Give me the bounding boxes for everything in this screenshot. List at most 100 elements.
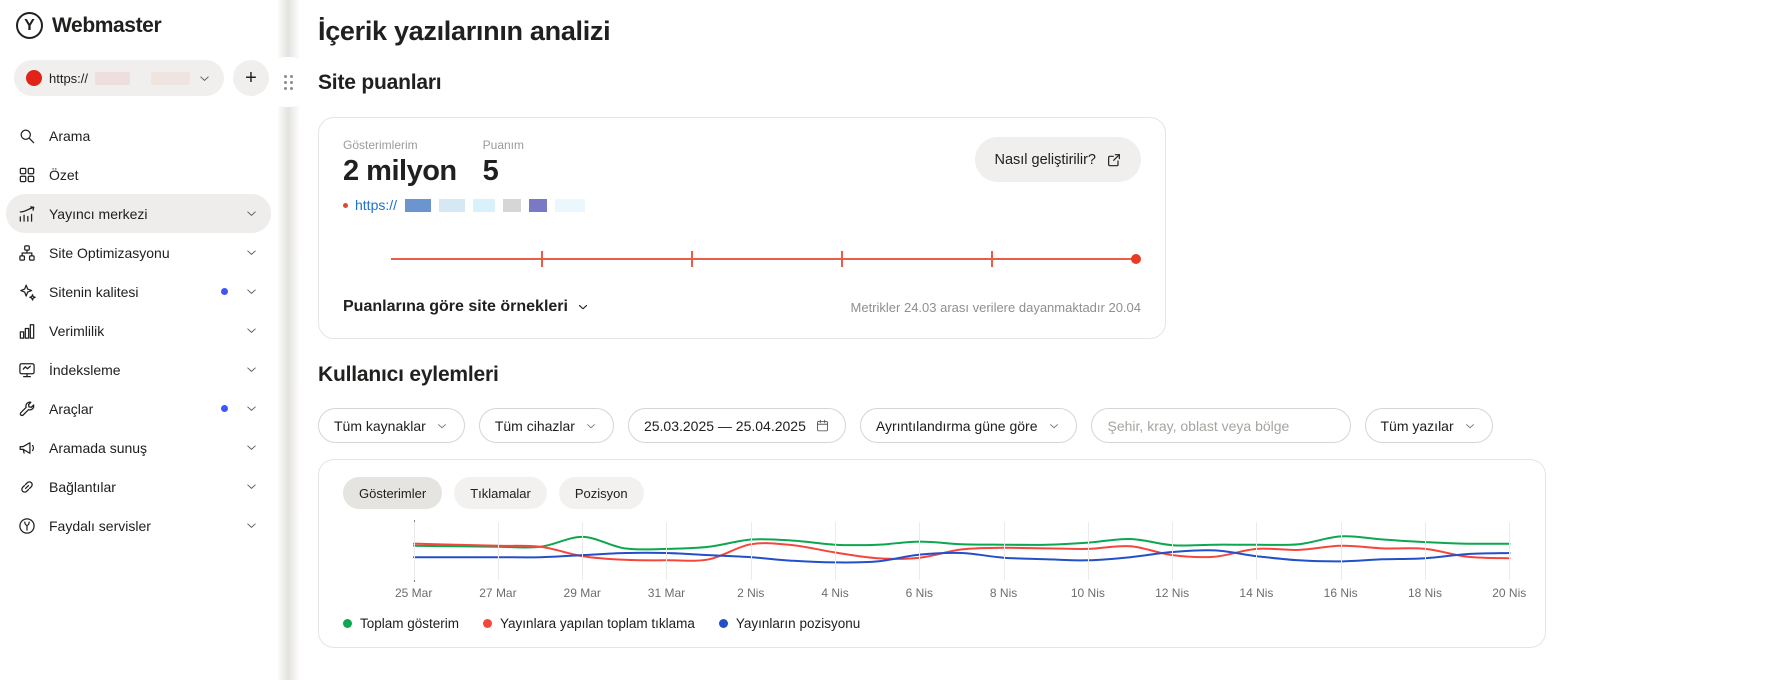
gridline [582, 522, 584, 580]
region-input[interactable] [1090, 408, 1351, 443]
bar-chart-icon [17, 321, 37, 341]
sidebar-item-label: Arama [49, 127, 91, 144]
gridline [750, 522, 752, 580]
metrics-note: Metrikler 24.03 arası verilere dayanmakt… [850, 299, 1141, 315]
sidebar-item-label: Bağlantılar [49, 478, 116, 495]
gridline [919, 522, 921, 580]
points-label: Puanım [482, 138, 525, 152]
site-selector[interactable]: https:// [14, 60, 224, 96]
sidebar-item-aramada-sunus[interactable]: Aramada sunuş [6, 428, 271, 467]
x-axis-label: 10 Nis [1070, 586, 1105, 600]
points-value: 5 [482, 155, 499, 187]
legend-item[interactable]: Yayınların pozisyonu [718, 616, 861, 631]
gridline [413, 522, 415, 580]
main-content: İçerik yazılarının analizi Site puanları… [300, 0, 1787, 680]
x-axis-label: 8 Nis [989, 586, 1018, 600]
calendar-icon [816, 419, 828, 432]
series-line [414, 543, 1510, 561]
score-scale-marker [1131, 254, 1141, 264]
tab-tıklamalar[interactable]: Tıklamalar [454, 477, 547, 509]
filter-row: Tüm kaynaklar Tüm cihazlar 25.03.2025 — … [318, 408, 1787, 443]
grid-icon [17, 165, 37, 185]
link-icon [17, 477, 37, 497]
gridline [1340, 522, 1342, 580]
chevron-down-icon [244, 479, 259, 494]
legend-item[interactable]: Toplam gösterim [343, 616, 459, 631]
gridline [1509, 522, 1511, 580]
chevron-down-icon [244, 284, 259, 299]
notification-dot [221, 405, 228, 412]
chart-lines [414, 522, 1510, 580]
chevron-down-icon [244, 440, 259, 455]
sidebar-item-sitenin-kalitesi[interactable]: Sitenin kalitesi [6, 272, 271, 311]
posts-filter[interactable]: Tüm yazılar [1364, 408, 1493, 443]
user-actions-heading: Kullanıcı eylemleri [318, 363, 499, 386]
impressions-metric: Gösterimlerim 2 milyon [343, 138, 457, 188]
sidebar-item-araclar[interactable]: Araçlar [6, 389, 271, 428]
chevron-down-icon [1465, 423, 1474, 428]
external-link-icon [1108, 153, 1120, 166]
site-score-card: Gösterimlerim 2 milyon Puanım 5 Nasıl ge… [318, 117, 1166, 339]
chevron-down-icon [244, 518, 259, 533]
url-blur-block [151, 71, 190, 85]
gridline [666, 522, 668, 580]
gridline [1256, 522, 1258, 580]
tab-pozisyon[interactable]: Pozisyon [558, 477, 644, 509]
url-blur-block [405, 198, 432, 212]
gridline [497, 522, 499, 580]
notification-dot [221, 288, 228, 295]
chevron-down-icon [437, 423, 446, 428]
sidebar-item-faydali-servisler[interactable]: Faydalı servisler [6, 506, 271, 545]
site-favicon-icon [26, 70, 42, 86]
date-range-filter[interactable]: 25.03.2025 — 25.04.2025 [627, 408, 846, 443]
devices-filter[interactable]: Tüm cihazlar [478, 408, 614, 443]
chart-plot [343, 520, 1521, 582]
sources-filter[interactable]: Tüm kaynaklar [318, 408, 465, 443]
panel-drag-handle[interactable] [271, 57, 305, 107]
impressions-value: 2 milyon [343, 155, 457, 187]
sidebar-item-label: Yayıncı merkezi [49, 205, 148, 222]
sidebar-item-label: Araçlar [49, 400, 94, 417]
search-icon [17, 126, 37, 146]
sidebar-item-yayinci-merkezi[interactable]: Yayıncı merkezi [6, 194, 271, 233]
sidebar-item-label: Özet [49, 166, 79, 183]
sidebar-item-baglantilar[interactable]: Bağlantılar [6, 467, 271, 506]
tab-gösterimler[interactable]: Gösterimler [343, 477, 443, 509]
x-axis-label: 20 Nis [1492, 586, 1527, 600]
sidebar-item-indeksleme[interactable]: İndeksleme [6, 350, 271, 389]
megaphone-icon [17, 438, 37, 458]
sidebar-item-label: Faydalı servisler [49, 517, 151, 534]
score-scale-tick [691, 251, 693, 267]
improve-button[interactable]: Nasıl geliştirilir? [975, 137, 1141, 182]
x-axis-label: 16 Nis [1323, 586, 1358, 600]
webmaster-logo[interactable]: Y Webmaster [0, 0, 277, 39]
url-blur-block [95, 71, 131, 85]
x-axis-label: 6 Nis [905, 586, 933, 600]
granularity-filter[interactable]: Ayrıntılandırma güne göre [859, 408, 1077, 443]
legend-item[interactable]: Yayınlara yapılan toplam tıklama [483, 616, 695, 631]
legend-label: Toplam gösterim [360, 616, 460, 631]
x-axis-label: 14 Nis [1239, 586, 1274, 600]
examples-toggle[interactable]: Puanlarına göre site örnekleri [343, 298, 590, 316]
legend-label: Yayınların pozisyonu [735, 616, 861, 631]
drag-dots-icon [283, 74, 293, 90]
sidebar-item-arama[interactable]: Arama [6, 116, 271, 155]
sidebar-item-verimlilik[interactable]: Verimlilik [6, 311, 271, 350]
site-link[interactable]: https:// [355, 197, 398, 213]
gridline [1087, 522, 1089, 580]
series-line [414, 536, 1510, 549]
chevron-down-icon [578, 304, 588, 310]
site-url-prefix: https:// [49, 70, 89, 86]
sidebar-item-ozet[interactable]: Özet [6, 155, 271, 194]
x-axis-label: 25 Mar [394, 586, 433, 600]
sidebar-item-site-optimizasyonu[interactable]: Site Optimizasyonu [6, 233, 271, 272]
add-site-button[interactable]: + [233, 60, 269, 96]
chevron-down-icon [244, 323, 259, 338]
score-scale-tick [841, 251, 843, 267]
chevron-down-icon [244, 401, 259, 416]
user-actions-chart-card: Gösterimler Tıklamalar Pozisyon 25 Mar 27 M… [318, 459, 1546, 648]
wrench-icon [17, 399, 37, 419]
x-axis-label: 29 Mar [563, 586, 601, 600]
x-axis-label: 2 Nis [737, 586, 765, 600]
improve-button-label: Nasıl geliştirilir? [994, 151, 1096, 168]
